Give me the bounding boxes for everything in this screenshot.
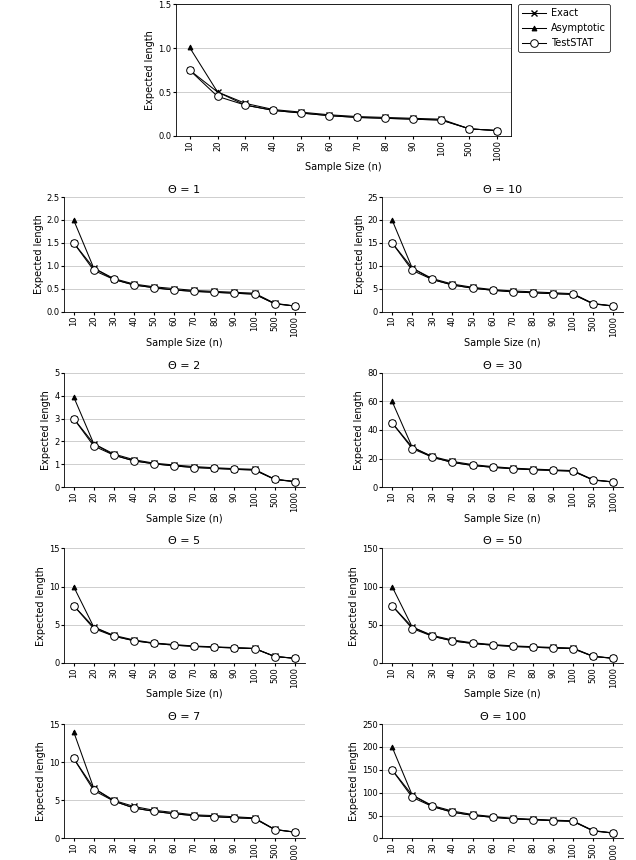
- Y-axis label: Expected length: Expected length: [36, 741, 46, 821]
- X-axis label: Sample Size (n): Sample Size (n): [305, 163, 382, 172]
- X-axis label: Sample Size (n): Sample Size (n): [464, 690, 541, 699]
- Y-axis label: Expected length: Expected length: [41, 390, 52, 470]
- Y-axis label: Expected length: Expected length: [354, 390, 364, 470]
- Y-axis label: Expected length: Expected length: [36, 566, 46, 646]
- X-axis label: Sample Size (n): Sample Size (n): [146, 338, 223, 348]
- Title: Θ = 10: Θ = 10: [483, 185, 522, 195]
- Title: Θ = 30: Θ = 30: [483, 360, 522, 371]
- Title: Θ = 0.5: Θ = 0.5: [322, 0, 365, 2]
- Legend: Exact, Asymptotic, TestSTAT: Exact, Asymptotic, TestSTAT: [518, 4, 610, 52]
- Y-axis label: Expected length: Expected length: [349, 741, 359, 821]
- Y-axis label: Expected length: Expected length: [34, 214, 43, 294]
- Title: Θ = 100: Θ = 100: [480, 712, 526, 722]
- X-axis label: Sample Size (n): Sample Size (n): [464, 338, 541, 348]
- X-axis label: Sample Size (n): Sample Size (n): [146, 513, 223, 524]
- Y-axis label: Expected length: Expected length: [146, 30, 155, 110]
- Title: Θ = 7: Θ = 7: [168, 712, 200, 722]
- Y-axis label: Expected length: Expected length: [355, 214, 364, 294]
- X-axis label: Sample Size (n): Sample Size (n): [464, 513, 541, 524]
- Y-axis label: Expected length: Expected length: [349, 566, 359, 646]
- Title: Θ = 5: Θ = 5: [168, 537, 200, 546]
- Title: Θ = 2: Θ = 2: [168, 360, 200, 371]
- X-axis label: Sample Size (n): Sample Size (n): [146, 690, 223, 699]
- Title: Θ = 1: Θ = 1: [168, 185, 200, 195]
- Title: Θ = 50: Θ = 50: [483, 537, 522, 546]
